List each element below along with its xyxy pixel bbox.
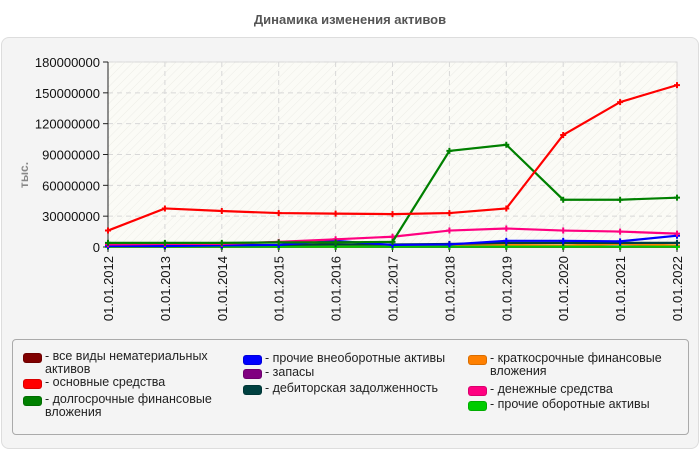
legend-swatch	[243, 385, 262, 395]
legend-swatch	[468, 386, 487, 396]
legend-label: - краткосрочные финансовые вложения	[490, 351, 662, 378]
x-tick-label: 01.01.2019	[499, 256, 514, 321]
y-axis-label: тыс.	[17, 162, 31, 188]
x-tick-label: 01.01.2020	[556, 256, 571, 321]
x-tick-label: 01.01.2013	[158, 256, 173, 321]
chart-title: Динамика изменения активов	[253, 12, 447, 27]
legend-label: - запасы	[265, 365, 315, 379]
legend-swatch	[243, 369, 262, 379]
y-tick-label: 60000000	[42, 178, 100, 193]
x-tick-label: 01.01.2017	[386, 256, 401, 321]
axes: 0 30000000 60000000 90000000 120000000 150000…	[35, 55, 685, 321]
legend-swatch	[468, 401, 487, 411]
y-tick-label: 180000000	[35, 55, 100, 70]
legend-label: - прочие внеоборотные активы	[265, 351, 446, 365]
legend-swatch	[243, 355, 262, 365]
y-tick-label: 30000000	[42, 209, 100, 224]
legend-swatch	[468, 355, 487, 365]
legend-swatch	[23, 353, 42, 363]
series-lines	[105, 82, 680, 250]
legend-item: - долгосрочные финансовые вложения	[23, 393, 212, 419]
legend-item: - краткосрочные финансовые вложения	[468, 352, 662, 378]
legend-item: - прочие оборотные активы	[468, 398, 650, 411]
x-tick-label: 01.01.2018	[442, 256, 457, 321]
legend-item: - дебиторская задолженность	[243, 382, 438, 395]
legend: - все виды нематериальных активов - основ…	[12, 339, 689, 435]
legend-item: - запасы	[243, 366, 314, 379]
legend-item: - денежные средства	[468, 383, 613, 396]
legend-label: - дебиторская задолженность	[265, 381, 439, 395]
x-tick-label: 01.01.2014	[215, 256, 230, 321]
y-tick-label: 90000000	[42, 148, 100, 163]
x-tick-label: 01.01.2016	[329, 256, 344, 321]
series-line	[105, 82, 680, 234]
y-tick-label: 0	[93, 240, 100, 255]
legend-swatch	[23, 396, 42, 406]
legend-label: - денежные средства	[490, 382, 613, 396]
x-tick-label: 01.01.2012	[101, 256, 116, 321]
x-tick-label: 01.01.2021	[613, 256, 628, 321]
y-tick-label: 120000000	[35, 117, 100, 132]
x-tick-label: 01.01.2022	[670, 256, 685, 321]
grid-lines	[108, 61, 678, 247]
series-line	[105, 141, 680, 246]
legend-item: - все виды нематериальных активов	[23, 350, 208, 376]
y-tick-label: 150000000	[35, 86, 100, 101]
legend-label: - прочие оборотные активы	[490, 397, 650, 411]
legend-label: - все виды нематериальных активов	[45, 349, 208, 376]
x-tick-label: 01.01.2015	[272, 256, 287, 321]
legend-swatch	[23, 379, 42, 389]
legend-item: - основные средства	[23, 376, 165, 389]
legend-label: - долгосрочные финансовые вложения	[45, 392, 212, 419]
line-chart: 0 30000000 60000000 90000000 120000000 150000…	[17, 55, 685, 321]
legend-item: - прочие внеоборотные активы	[243, 352, 445, 365]
legend-label: - основные средства	[45, 375, 166, 389]
